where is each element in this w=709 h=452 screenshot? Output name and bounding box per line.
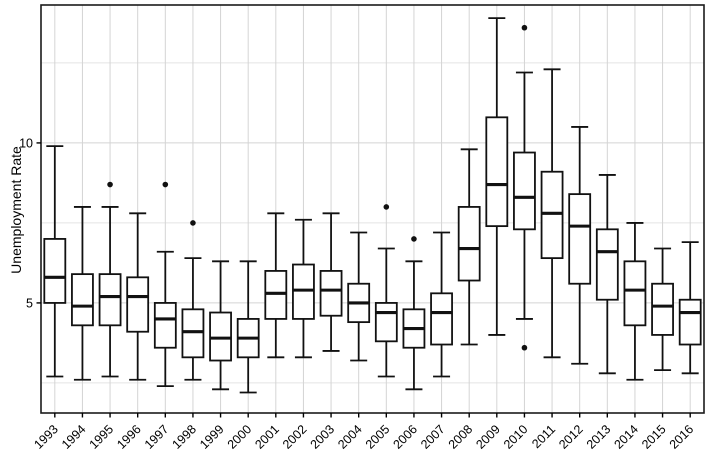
x-tick-label: 2008	[446, 422, 476, 452]
boxplot-2005	[374, 204, 398, 378]
panel-background	[41, 5, 704, 413]
boxplot-1998	[181, 220, 205, 381]
x-tick-label: 2003	[308, 422, 338, 452]
x-tick-label: 2014	[611, 422, 641, 452]
boxplot-2001	[264, 212, 288, 359]
x-tick-label: 2000	[225, 422, 255, 452]
y-axis: 5 10	[19, 136, 41, 310]
iqr-box	[678, 298, 702, 346]
x-tick-label: 2006	[390, 422, 420, 452]
x-axis: 1993199419951996199719981999200020012002…	[31, 413, 696, 452]
x-tick-label: 1993	[31, 422, 61, 452]
iqr-box	[71, 273, 94, 327]
iqr-box	[292, 263, 315, 320]
iqr-box	[540, 170, 564, 260]
x-tick-label: 1997	[142, 422, 172, 452]
outlier-point	[162, 181, 169, 188]
iqr-box	[651, 282, 674, 336]
boxplot-2016	[678, 241, 702, 375]
x-tick-label: 2005	[363, 422, 393, 452]
x-tick-label: 2015	[639, 422, 669, 452]
boxplot-2010	[513, 24, 536, 351]
boxplot-1996	[126, 212, 150, 381]
boxplot-2006	[402, 236, 426, 391]
iqr-box	[181, 308, 205, 359]
gridlines-major	[41, 142, 704, 304]
iqr-box	[374, 302, 398, 343]
iqr-box	[319, 270, 343, 317]
boxplot-2008	[457, 148, 481, 346]
boxplot-2014	[623, 222, 647, 381]
boxplot-2011	[540, 68, 564, 359]
y-tick-label: 10	[19, 136, 33, 150]
x-tick-label: 1996	[114, 422, 144, 452]
x-tick-label: 2001	[252, 422, 282, 452]
x-tick-label: 2012	[556, 422, 586, 452]
x-tick-label: 1999	[197, 422, 227, 452]
x-tick-label: 2013	[584, 422, 614, 452]
outlier-point	[190, 220, 196, 226]
iqr-box	[264, 270, 288, 320]
x-tick-label: 1998	[169, 422, 199, 452]
boxplot-2000	[236, 260, 260, 394]
boxplot-2012	[568, 126, 592, 365]
x-tick-label: 2002	[280, 422, 310, 452]
boxplot-2002	[292, 218, 315, 359]
outlier-point	[411, 236, 417, 242]
iqr-box	[98, 273, 122, 327]
iqr-box	[595, 228, 619, 301]
y-axis-title: Unemployment Rate	[8, 146, 24, 274]
iqr-box	[485, 116, 509, 228]
iqr-box	[457, 206, 481, 282]
x-tick-label: 1995	[87, 422, 117, 452]
boxplot-1999	[209, 260, 232, 391]
boxplot-1994	[71, 206, 94, 381]
x-tick-label: 2010	[501, 422, 531, 452]
outlier-point	[521, 24, 528, 31]
x-tick-label: 1994	[59, 422, 89, 452]
gridlines-minor	[41, 62, 704, 384]
boxplot-2015	[651, 247, 674, 372]
panel-border	[40, 4, 705, 414]
boxplot-1993	[43, 145, 67, 378]
iqr-box	[623, 260, 647, 327]
iqr-box	[513, 151, 536, 231]
y-tick-label: 5	[26, 296, 33, 310]
iqr-box	[209, 311, 232, 362]
iqr-box	[568, 193, 592, 285]
boxplot-2004	[347, 231, 371, 362]
boxplot-2003	[319, 212, 343, 352]
outlier-point	[383, 204, 390, 210]
boxplot-2013	[595, 174, 619, 375]
iqr-box	[43, 238, 67, 304]
boxplot-2007	[430, 231, 453, 378]
iqr-box	[153, 302, 177, 349]
x-tick-label: 2016	[667, 422, 697, 452]
x-tick-label: 2011	[529, 422, 558, 451]
outlier-point	[107, 181, 113, 188]
boxplot-1995	[98, 181, 122, 378]
x-tick-label: 2007	[418, 422, 448, 452]
boxplot-2009	[485, 17, 509, 336]
iqr-box	[430, 292, 453, 346]
outlier-point	[521, 344, 528, 351]
iqr-box	[126, 276, 150, 333]
boxplot-1997	[153, 181, 177, 388]
x-tick-label: 2009	[473, 422, 503, 452]
x-tick-label: 2004	[335, 422, 365, 452]
